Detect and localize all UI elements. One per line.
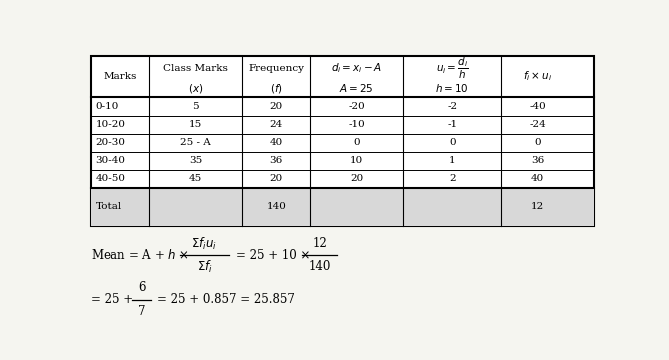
Text: 25 - A: 25 - A — [181, 138, 211, 147]
Text: 10-20: 10-20 — [96, 120, 126, 129]
Text: Total: Total — [96, 202, 122, 211]
Text: 1: 1 — [449, 156, 456, 165]
Text: 40: 40 — [531, 174, 545, 183]
Text: 140: 140 — [266, 202, 286, 211]
Polygon shape — [92, 56, 594, 226]
Text: 20: 20 — [270, 102, 283, 111]
Text: $d_i = x_i - A$: $d_i = x_i - A$ — [331, 61, 382, 75]
Text: 36: 36 — [270, 156, 283, 165]
Text: 140: 140 — [308, 260, 330, 273]
Text: = 25 + 0.857 = 25.857: = 25 + 0.857 = 25.857 — [157, 293, 295, 306]
Text: 40-50: 40-50 — [96, 174, 126, 183]
Text: 15: 15 — [189, 120, 203, 129]
Text: 6: 6 — [138, 282, 145, 294]
Text: Frequency: Frequency — [248, 64, 304, 73]
Text: 30-40: 30-40 — [96, 156, 126, 165]
Text: -2: -2 — [447, 102, 458, 111]
Text: 24: 24 — [270, 120, 283, 129]
Text: $u_i = \dfrac{d_i}{h}$: $u_i = \dfrac{d_i}{h}$ — [436, 56, 468, 81]
Text: Mean = A + $h$ ×: Mean = A + $h$ × — [92, 248, 189, 262]
Text: 0: 0 — [353, 138, 360, 147]
Text: $f_i \times u_i$: $f_i \times u_i$ — [523, 69, 553, 84]
Text: 0-10: 0-10 — [96, 102, 119, 111]
Text: -1: -1 — [447, 120, 458, 129]
Text: Marks: Marks — [104, 72, 137, 81]
Text: -40: -40 — [529, 102, 546, 111]
Text: $(x)$: $(x)$ — [188, 82, 203, 95]
Text: = 25 +: = 25 + — [92, 293, 134, 306]
Text: 45: 45 — [189, 174, 203, 183]
Text: 7: 7 — [138, 305, 145, 318]
Text: 0: 0 — [535, 138, 541, 147]
Text: 10: 10 — [350, 156, 363, 165]
Text: 0: 0 — [449, 138, 456, 147]
Polygon shape — [92, 188, 594, 226]
Text: $\Sigma f_i u_i$: $\Sigma f_i u_i$ — [191, 235, 217, 252]
Text: 12: 12 — [531, 202, 545, 211]
Text: 40: 40 — [270, 138, 283, 147]
Text: $\Sigma f_i$: $\Sigma f_i$ — [197, 259, 212, 275]
Text: Class Marks: Class Marks — [163, 64, 228, 73]
Text: -10: -10 — [349, 120, 365, 129]
Text: $A = 25$: $A = 25$ — [339, 82, 374, 94]
Text: $h = 10$: $h = 10$ — [436, 82, 469, 94]
Text: 36: 36 — [531, 156, 545, 165]
Text: 20-30: 20-30 — [96, 138, 126, 147]
Text: 5: 5 — [193, 102, 199, 111]
Text: = 25 + 10 ×: = 25 + 10 × — [236, 249, 310, 262]
Text: $(f)$: $(f)$ — [270, 82, 282, 95]
Text: 2: 2 — [449, 174, 456, 183]
Text: -24: -24 — [529, 120, 546, 129]
Text: 20: 20 — [350, 174, 363, 183]
Text: 20: 20 — [270, 174, 283, 183]
Text: 35: 35 — [189, 156, 203, 165]
Text: -20: -20 — [349, 102, 365, 111]
Text: 12: 12 — [312, 237, 327, 250]
